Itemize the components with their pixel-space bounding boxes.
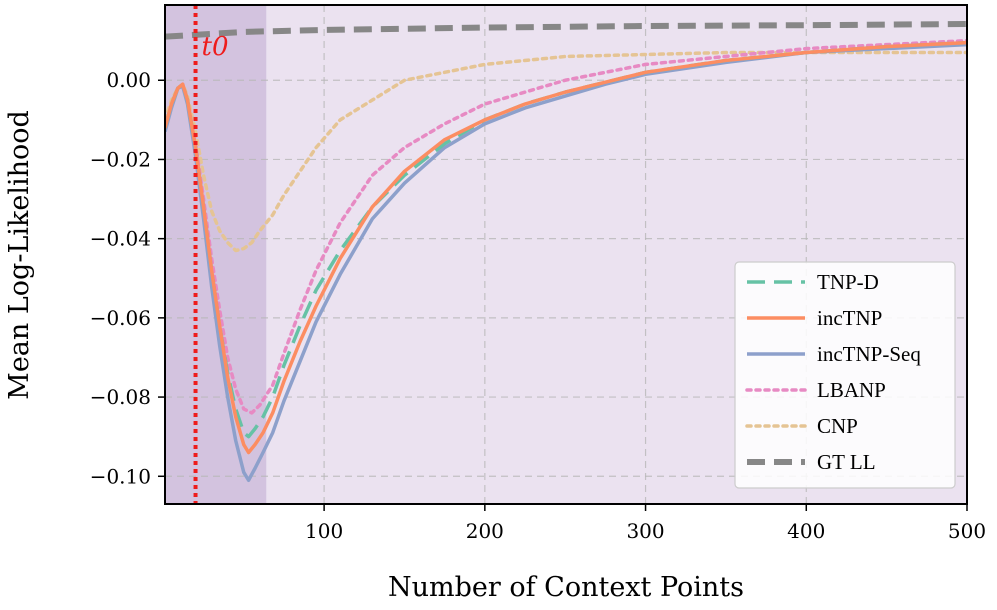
legend-label: LBANP	[817, 378, 886, 402]
y-tick-label: −0.10	[90, 464, 151, 488]
legend-label: incTNP	[817, 306, 882, 330]
legend: TNP-D incTNP incTNP-Seq LBANP CNP GT LL	[734, 261, 956, 489]
legend-label: GT LL	[817, 450, 876, 474]
legend-label: CNP	[817, 414, 858, 438]
x-tick-label: 100	[305, 519, 343, 543]
plot-frame	[164, 4, 968, 505]
y-axis: 0.00 −0.02 −0.04 −0.06 −0.08 −0.10	[90, 68, 165, 488]
y-axis-label: Mean Log-Likelihood	[4, 110, 35, 400]
y-tick-label: −0.08	[90, 385, 151, 409]
x-tick-label: 200	[466, 519, 504, 543]
x-tick-label: 500	[948, 519, 986, 543]
x-tick-label: 300	[626, 519, 664, 543]
t0-label: t0	[202, 32, 229, 62]
legend-label: incTNP-Seq	[817, 342, 921, 366]
x-axis: 100 200 300 400 500	[305, 504, 986, 543]
x-tick-label: 400	[787, 519, 825, 543]
legend-label: TNP-D	[817, 270, 879, 294]
y-tick-label: −0.02	[90, 147, 151, 171]
x-axis-label: Number of Context Points	[388, 572, 744, 603]
y-tick-label: −0.06	[90, 306, 151, 330]
y-tick-label: −0.04	[90, 227, 151, 251]
y-tick-label: 0.00	[106, 68, 151, 92]
